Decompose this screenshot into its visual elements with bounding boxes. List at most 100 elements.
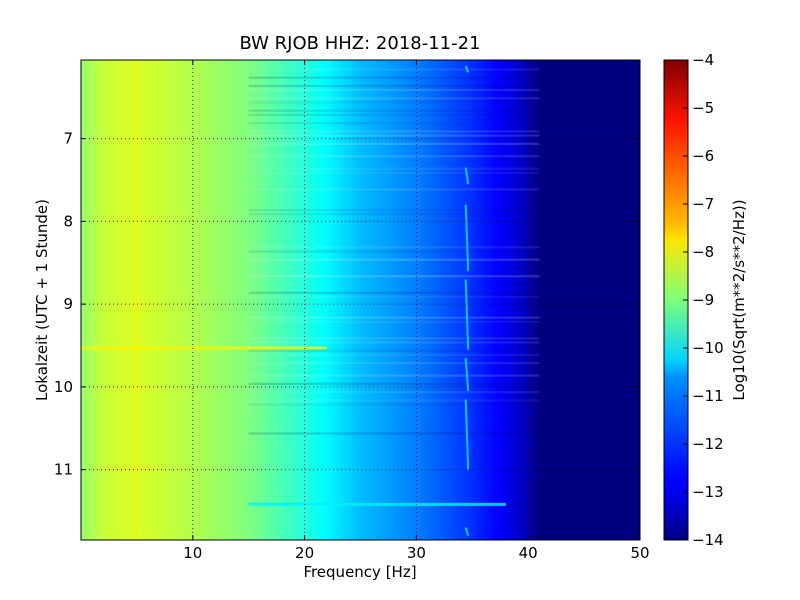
spectrum-column <box>111 60 116 540</box>
spectrum-column <box>201 60 205 540</box>
time-row-stripe <box>248 295 540 299</box>
spectrum-column <box>388 60 392 540</box>
spectrum-column <box>310 60 314 540</box>
spectrum-column <box>338 60 342 540</box>
spectrum-column <box>505 60 510 540</box>
colorbar-tick-label: −9 <box>692 291 714 309</box>
spectrum-column <box>634 60 638 540</box>
time-row-stripe <box>248 275 540 278</box>
time-row-stripe <box>248 167 540 170</box>
spectrum-column <box>592 60 596 540</box>
spectrum-column <box>301 60 306 540</box>
spectrum-column <box>195 60 199 540</box>
spectrum-column <box>184 60 188 540</box>
time-row-stripe <box>248 76 540 79</box>
time-row-stripe <box>248 316 540 319</box>
spectrum-column <box>508 60 513 540</box>
x-tick-label: 50 <box>630 544 649 562</box>
spectrum-column <box>346 60 350 540</box>
spectrum-column <box>438 60 443 540</box>
spectrum-column <box>153 60 158 540</box>
spectrum-column <box>533 60 538 540</box>
spectrum-column <box>447 60 451 540</box>
spectrum-column <box>352 60 356 540</box>
spectrum-column <box>108 60 113 540</box>
spectrum-column <box>405 60 409 540</box>
spectrum-column <box>394 60 398 540</box>
spectrum-column <box>606 60 610 540</box>
spectrum-column <box>162 60 166 540</box>
spectrum-column <box>419 60 423 540</box>
time-band <box>248 502 506 506</box>
colorbar-tick-label: −4 <box>692 51 714 69</box>
time-row-stripe <box>248 341 540 344</box>
spectrum-column <box>374 60 378 540</box>
spectrum-column <box>494 60 499 540</box>
spectrum-column <box>377 60 381 540</box>
spectrum-column <box>117 60 121 540</box>
spectrum-column <box>424 60 429 540</box>
spectrum-column <box>385 60 390 540</box>
time-row-stripe <box>248 349 540 352</box>
spectrum-column <box>558 60 563 540</box>
spectrum-column <box>469 60 473 540</box>
spectrum-column <box>173 60 177 540</box>
spectrum-column <box>282 60 286 540</box>
y-tick-label: 10 <box>54 378 73 396</box>
time-band <box>81 346 327 350</box>
spectrum-column <box>164 60 169 540</box>
spectrum-column <box>106 60 110 540</box>
spectrum-column <box>360 60 364 540</box>
spectrum-column <box>542 60 546 540</box>
spectrum-column <box>293 60 297 540</box>
spectrum-column <box>136 60 141 540</box>
time-row-stripe <box>248 250 540 253</box>
spectrum-column <box>237 60 241 540</box>
spectrum-column <box>430 60 434 540</box>
spectrum-column <box>408 60 412 540</box>
spectrum-column <box>525 60 529 540</box>
spectrum-column <box>97 60 102 540</box>
time-row-stripe <box>248 374 540 377</box>
colorbar-tick-label: −13 <box>692 483 724 501</box>
spectrum-column <box>433 60 437 540</box>
time-row-stripe <box>248 337 540 340</box>
time-row-stripe <box>248 88 540 92</box>
spectrum-column <box>257 60 261 540</box>
spectrum-column <box>262 60 267 540</box>
spectrum-column <box>363 60 367 540</box>
time-row-stripe <box>248 291 540 294</box>
spectrum-column <box>312 60 317 540</box>
spectrum-column <box>489 60 493 540</box>
colorbar-tick-label: −14 <box>692 531 724 549</box>
spectrum-column <box>304 60 308 540</box>
spectrum-column <box>176 60 180 540</box>
spectrum-column <box>315 60 320 540</box>
colorbar-tick-label: −5 <box>692 99 714 117</box>
spectrum-column <box>354 60 359 540</box>
spectrum-column <box>497 60 501 540</box>
spectrum-column <box>517 60 521 540</box>
spectrum-column <box>598 60 602 540</box>
spectrum-column <box>86 60 90 540</box>
spectrum-column <box>480 60 485 540</box>
spectrum-column <box>544 60 549 540</box>
spectrum-column <box>503 60 507 540</box>
spectrum-column <box>296 60 300 540</box>
drift-trace-segment <box>464 204 470 272</box>
y-tick-label: 11 <box>54 461 73 479</box>
spectrum-column <box>491 60 496 540</box>
spectrum-column <box>324 60 328 540</box>
spectrum-column <box>142 60 146 540</box>
spectrum-column <box>343 60 348 540</box>
spectrum-column <box>458 60 462 540</box>
time-row-stripe <box>248 403 540 406</box>
time-row-stripe <box>248 68 540 71</box>
colorbar-tick-label: −7 <box>692 195 714 213</box>
spectrum-column <box>268 60 272 540</box>
spectrum-column <box>340 60 345 540</box>
plot-frame <box>80 59 641 541</box>
y-tick-label: 8 <box>63 212 73 230</box>
spectrum-column <box>251 60 255 540</box>
